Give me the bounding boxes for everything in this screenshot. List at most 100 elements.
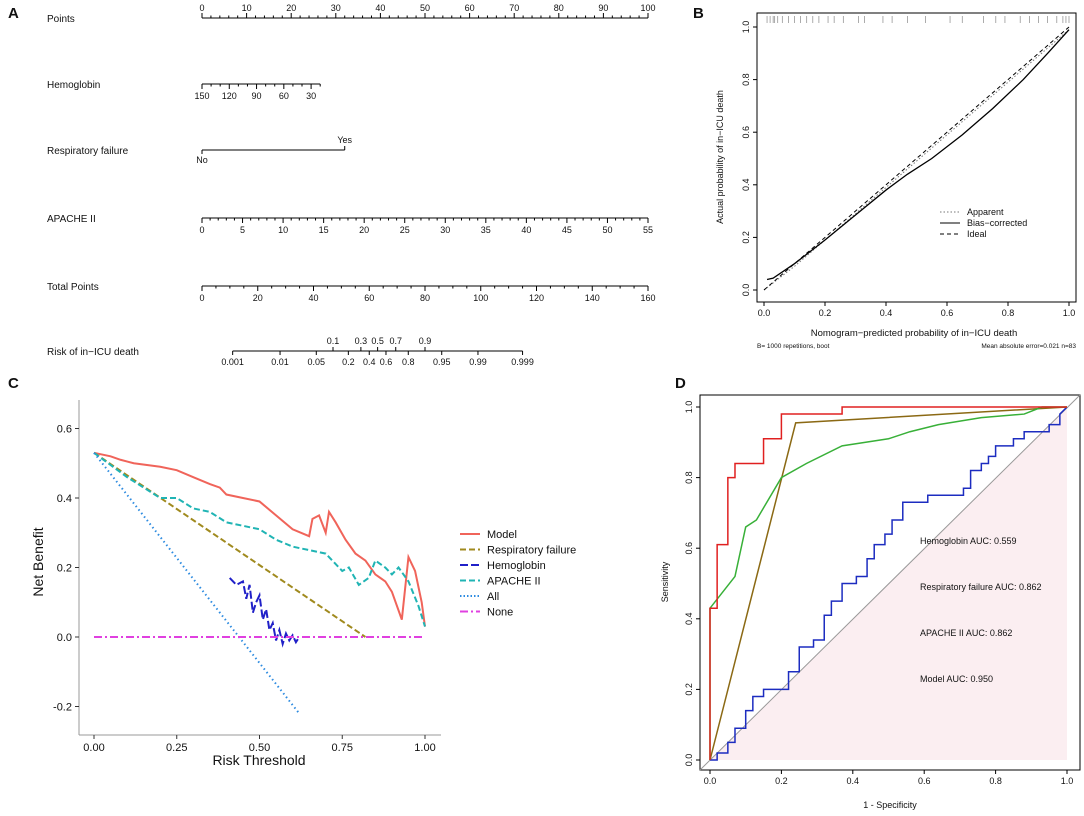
roc-x-tick-label: 0.8 (989, 776, 1002, 786)
nomogram-row-label: Respiratory failure (47, 146, 129, 157)
points-tick-label: 60 (465, 3, 475, 13)
decision-legend-label: All (487, 591, 499, 603)
roc-x-tick-label: 0.0 (704, 776, 717, 786)
respiratory-yes-label: Yes (337, 135, 352, 145)
risk-tick-label: 0.999 (511, 357, 534, 367)
panel-letter-b: B (693, 5, 704, 22)
calibration-x-tick-label: 0.4 (880, 308, 893, 318)
calibration-series-apparent (763, 29, 1070, 291)
hemoglobin-tick-label: 120 (222, 91, 237, 101)
roc-auc-annotation: Hemoglobin AUC: 0.559 (920, 536, 1017, 546)
decision-x-tick-label: 0.50 (249, 742, 270, 754)
points-tick-label: 90 (598, 3, 608, 13)
total-points-tick-label: 140 (585, 293, 600, 303)
panel-letter-c: C (8, 375, 19, 392)
respiratory-no-label: No (196, 155, 208, 165)
decision-series-model (93, 451, 426, 627)
decision-series-all (93, 452, 301, 715)
roc-auc-annotation: Model AUC: 0.950 (920, 674, 993, 684)
decision-y-tick-label: 0.2 (57, 563, 72, 575)
decision-legend-label: Hemoglobin (487, 560, 546, 572)
roc-x-tick-label: 1.0 (1061, 776, 1074, 786)
roc-series-model (709, 406, 1067, 760)
panel-letter-a: A (8, 5, 19, 22)
risk-tick-label: 0.8 (402, 357, 415, 367)
points-tick-label: 0 (199, 3, 204, 13)
decision-legend-label: Respiratory failure (487, 545, 576, 557)
decision-x-tick-label: 0.25 (166, 742, 187, 754)
roc-xlabel: 1 - Specificity (863, 800, 917, 810)
nomogram-row-label: Total Points (47, 282, 99, 293)
nomogram-panel: Points Hemoglobin Respiratory failure APACH… (47, 3, 656, 367)
hemoglobin-tick-label: 150 (194, 91, 209, 101)
roc-series-hemoglobin (710, 406, 1068, 761)
calibration-x-tick-label: 0.8 (1002, 308, 1015, 318)
calibration-xlabel: Nomogram−predicted probability of in−ICU… (811, 328, 1017, 339)
decision-x-tick-label: 0.00 (83, 742, 104, 754)
risk-tick-label: 0.2 (342, 357, 355, 367)
apache-tick-label: 40 (521, 225, 531, 235)
total-points-tick-label: 120 (529, 293, 544, 303)
apache-tick-label: 20 (359, 225, 369, 235)
hemoglobin-tick-label: 30 (306, 91, 316, 101)
decision-x-tick-label: 0.75 (332, 742, 353, 754)
risk-tick-label: 0.4 (363, 357, 376, 367)
decision-y-tick-label: -0.2 (53, 702, 72, 714)
points-tick-label: 40 (375, 3, 385, 13)
risk-tick-label: 0.99 (469, 357, 487, 367)
calibration-legend-label: Bias−corrected (967, 218, 1027, 228)
hemoglobin-tick-label: 90 (252, 91, 262, 101)
roc-reference-line (699, 394, 1081, 771)
decision-legend-label: Model (487, 529, 517, 541)
roc-y-tick-label: 0.6 (684, 542, 694, 555)
calibration-ylabel: Actual probability of in−ICU death (715, 90, 725, 224)
risk-tick-label: 0.95 (433, 357, 451, 367)
roc-x-tick-label: 0.4 (847, 776, 860, 786)
calibration-x-tick-label: 0.6 (941, 308, 954, 318)
calibration-series-ideal (763, 26, 1070, 291)
decision-y-tick-label: 0.4 (57, 493, 72, 505)
risk-tick-label: 0.01 (271, 357, 289, 367)
apache-tick-label: 10 (278, 225, 288, 235)
decision-curve-panel: Risk Threshold Net Benefit -0.2 0.0 0.2 0.4… (30, 400, 576, 768)
decision-xlabel: Risk Threshold (212, 752, 305, 768)
roc-y-tick-label: 0.2 (684, 683, 694, 696)
calibration-y-tick-label: 0.2 (741, 231, 751, 244)
nomogram-row-label: Risk of in−ICU death (47, 347, 139, 358)
roc-plot-frame (699, 394, 1081, 771)
roc-y-tick-label: 0.8 (684, 471, 694, 484)
risk-tick-label: 0.1 (327, 336, 340, 346)
total-points-tick-label: 0 (199, 293, 204, 303)
calibration-x-tick-label: 1.0 (1063, 308, 1076, 318)
roc-panel: 1 - Specificity Sensitivity 0.0 0.2 0.4 0.6… (660, 394, 1081, 810)
roc-x-tick-label: 0.6 (918, 776, 931, 786)
points-tick-label: 10 (242, 3, 252, 13)
risk-tick-label: 0.05 (308, 357, 326, 367)
roc-series-apache-ii (709, 406, 1067, 760)
apache-tick-label: 55 (643, 225, 653, 235)
roc-auc-annotation: APACHE II AUC: 0.862 (920, 628, 1012, 638)
calibration-x-tick-label: 0.0 (758, 308, 771, 318)
decision-series-hemoglobin (228, 577, 301, 648)
roc-ylabel: Sensitivity (660, 561, 670, 602)
panel-letter-d: D (675, 375, 686, 392)
apache-tick-label: 35 (481, 225, 491, 235)
decision-y-tick-label: 0.0 (57, 632, 72, 644)
risk-tick-label: 0.6 (380, 357, 393, 367)
points-tick-label: 50 (420, 3, 430, 13)
decision-y-tick-label: 0.6 (57, 424, 72, 436)
hemoglobin-tick-label: 60 (279, 91, 289, 101)
apache-tick-label: 50 (602, 225, 612, 235)
apache-tick-label: 0 (199, 225, 204, 235)
risk-tick-label: 0.9 (419, 336, 432, 346)
decision-series-respiratory-failure (93, 451, 366, 638)
points-tick-label: 20 (286, 3, 296, 13)
risk-tick-label: 0.5 (371, 336, 384, 346)
risk-tick-label: 0.7 (389, 336, 402, 346)
points-tick-label: 30 (331, 3, 341, 13)
roc-auc-annotation: Respiratory failure AUC: 0.862 (920, 582, 1042, 592)
total-points-tick-label: 100 (473, 293, 488, 303)
nomogram-row-label: APACHE II (47, 214, 96, 225)
calibration-y-tick-label: 1.0 (741, 21, 751, 34)
